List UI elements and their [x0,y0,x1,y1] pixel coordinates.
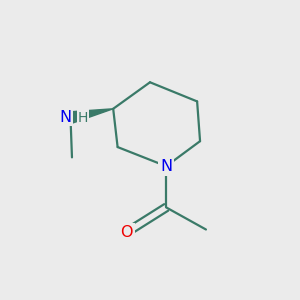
Text: N: N [160,159,172,174]
Text: H: H [78,111,88,124]
Text: N: N [60,110,72,125]
Text: O: O [120,225,133,240]
Polygon shape [69,109,113,123]
